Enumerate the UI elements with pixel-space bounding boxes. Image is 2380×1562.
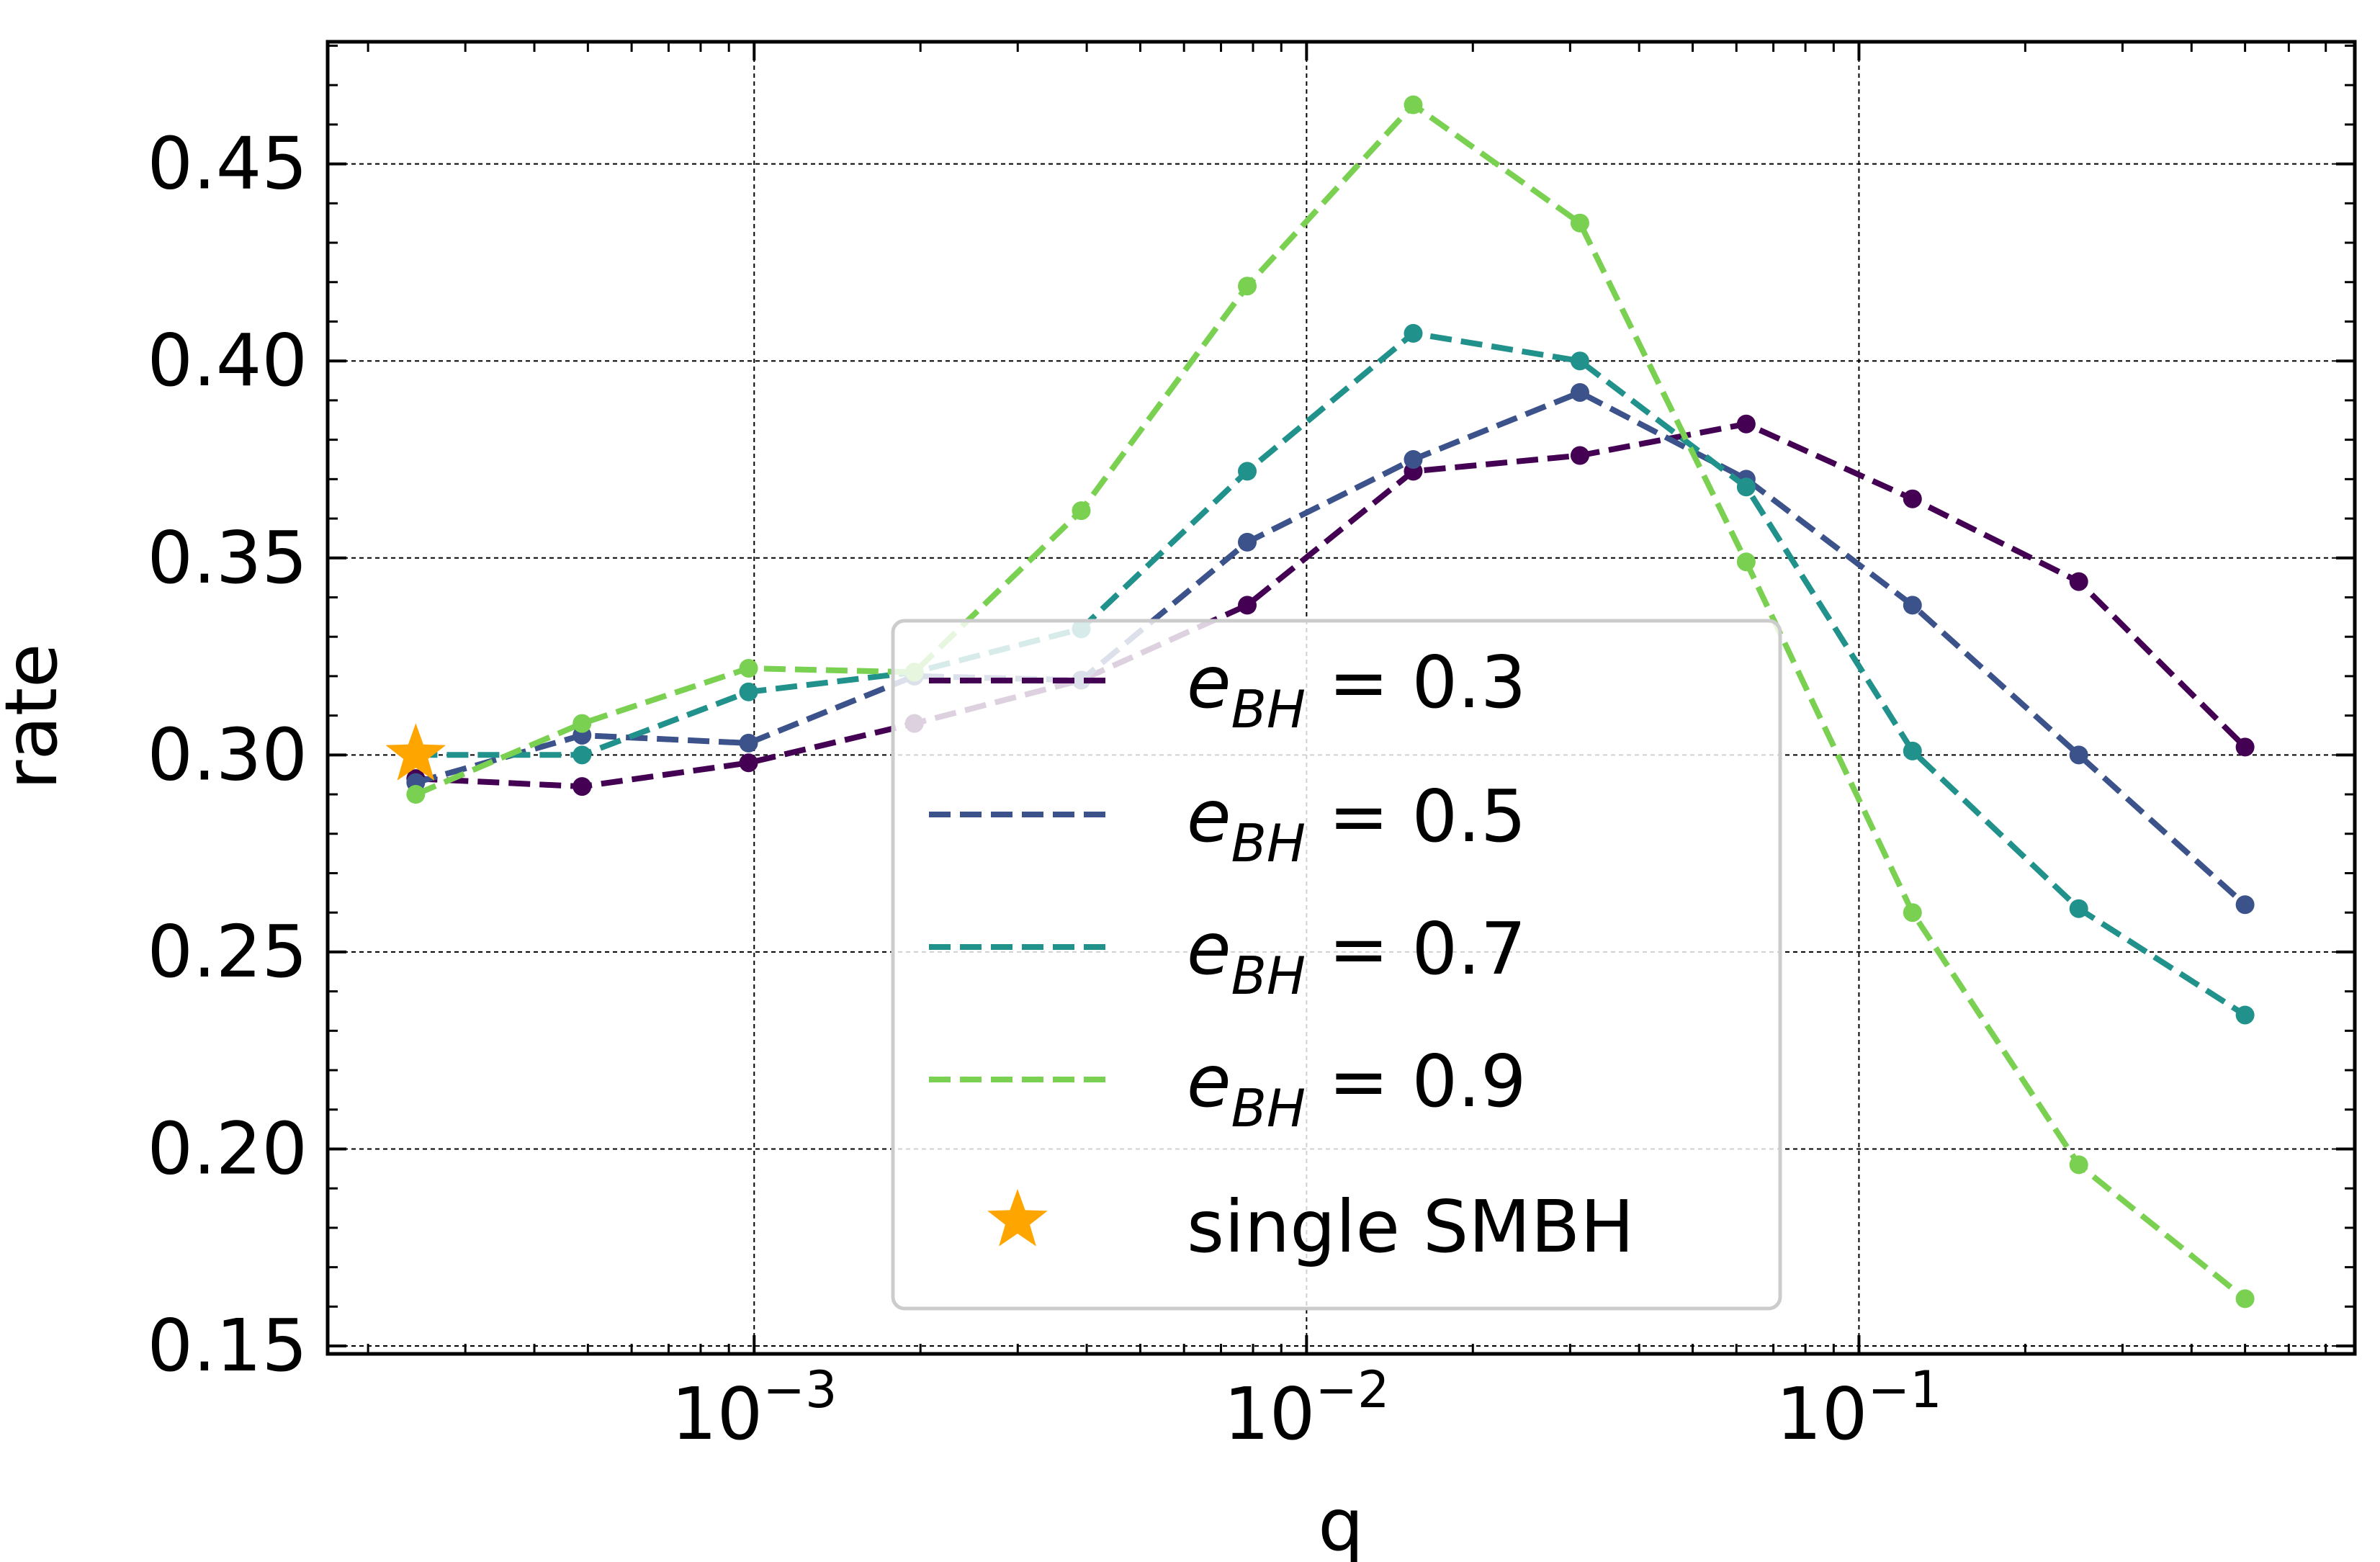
data-point	[1570, 446, 1589, 465]
data-point	[2069, 1155, 2088, 1175]
series-line	[416, 330, 2247, 1018]
data-point	[1570, 351, 1589, 371]
y-tick-label: 0.35	[147, 516, 307, 600]
data-point	[572, 745, 592, 765]
data-point	[2069, 745, 2088, 765]
y-tick-label: 0.20	[147, 1106, 307, 1190]
legend-label: eBH = 0.5	[1187, 774, 1526, 874]
data-point	[572, 777, 592, 796]
data-point	[2069, 899, 2088, 918]
data-point	[1238, 532, 1257, 552]
y-axis-label: rate	[0, 643, 73, 789]
series-4	[406, 95, 2255, 1309]
grid-lines	[328, 42, 2355, 1354]
legend-label: single SMBH	[1187, 1185, 1634, 1269]
data-point	[1404, 449, 1423, 469]
single-smbh-star	[385, 723, 446, 781]
legend-label: eBH = 0.3	[1187, 640, 1526, 740]
data-point	[1404, 95, 1423, 115]
data-point	[1238, 596, 1257, 615]
y-tick-label: 0.30	[147, 712, 307, 796]
data-point	[1903, 741, 1922, 760]
data-point	[2069, 572, 2088, 591]
x-tick-label: 10−2	[1223, 1360, 1389, 1456]
y-tick-label: 0.45	[147, 122, 307, 206]
legend: eBH = 0.3 eBH = 0.5 eBH = 0.7 eBH = 0.9 sing…	[891, 619, 1782, 1311]
legend-star	[987, 1189, 1048, 1247]
data-point	[1072, 501, 1091, 521]
data-point	[1903, 596, 1922, 615]
data-point	[739, 733, 758, 753]
data-point	[739, 658, 758, 678]
data-point	[1736, 552, 1756, 572]
data-point	[572, 714, 592, 733]
x-tick-label: 10−3	[671, 1360, 837, 1456]
single-smbh-marker-layer	[385, 723, 446, 781]
data-point	[1736, 414, 1756, 434]
data-point	[1736, 477, 1756, 497]
x-tick-label: 10−1	[1776, 1360, 1941, 1456]
data-point	[2235, 1289, 2255, 1309]
y-tick-label: 0.25	[147, 910, 307, 994]
data-point	[2235, 895, 2255, 915]
data-point	[1903, 903, 1922, 923]
data-point	[1570, 213, 1589, 233]
series-line	[416, 421, 2247, 790]
data-point	[1903, 489, 1922, 508]
x-axis-label: q	[1318, 1483, 1363, 1562]
data-point	[2235, 1005, 2255, 1025]
y-tick-label: 0.40	[147, 318, 307, 403]
data-point	[1570, 382, 1589, 402]
series-line	[414, 102, 2247, 1301]
data-point	[739, 682, 758, 701]
data-point	[2235, 737, 2255, 757]
data-point	[406, 785, 426, 804]
plot-frame	[325, 40, 2357, 1356]
data-point	[1238, 462, 1257, 481]
legend-box	[891, 619, 1782, 1311]
legend-label: eBH = 0.9	[1187, 1039, 1526, 1139]
y-tick-label: 0.15	[147, 1303, 307, 1388]
data-point	[1238, 277, 1257, 296]
legend-label: eBH = 0.7	[1187, 907, 1526, 1006]
data-point	[739, 753, 758, 773]
y-tick-labels: 0.15 0.20 0.25 0.30 0.35 0.40 0.45	[147, 122, 307, 1388]
x-tick-labels: 10−3 10−2 10−1	[671, 1360, 1942, 1456]
series-line	[415, 390, 2247, 907]
data-point	[1404, 323, 1423, 343]
